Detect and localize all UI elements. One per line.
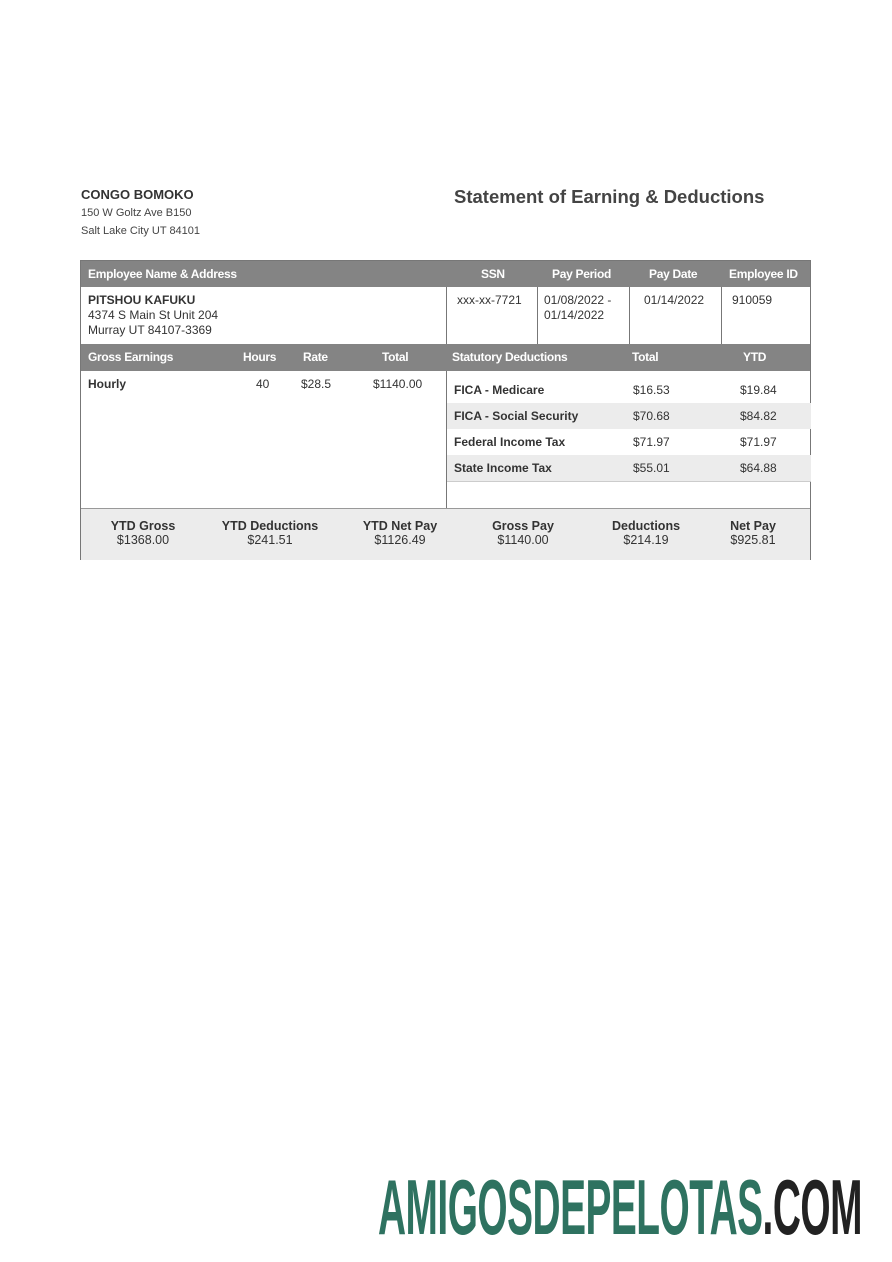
- employee-address-line1: 4374 S Main St Unit 204: [88, 308, 219, 322]
- employer-name: CONGO BOMOKO: [81, 187, 194, 202]
- header-pay-period: Pay Period: [552, 267, 612, 281]
- deduction-total: $71.97: [633, 435, 670, 449]
- summary-net-pay: Net Pay $925.81: [730, 519, 776, 547]
- header-employee-id: Employee ID: [729, 267, 798, 281]
- earnings-header-row: Gross Earnings Hours Rate Total Statutor…: [81, 344, 810, 371]
- deduction-ytd: $71.97: [740, 435, 777, 449]
- employee-id-value: 910059: [732, 293, 773, 307]
- pay-date-value: 01/14/2022: [644, 293, 705, 307]
- summary-deductions: Deductions $214.19: [611, 519, 681, 547]
- header-deduction-ytd: YTD: [743, 350, 767, 364]
- summary-gross-pay: Gross Pay $1140.00: [492, 519, 554, 547]
- deduction-ytd: $84.82: [740, 409, 777, 423]
- deduction-ytd: $19.84: [740, 383, 777, 397]
- header-deduction-total: Total: [632, 350, 659, 364]
- deduction-label: Federal Income Tax: [454, 435, 566, 449]
- deduction-total: $55.01: [633, 461, 670, 475]
- watermark-suffix: .COM: [762, 1163, 863, 1251]
- header-pay-date: Pay Date: [649, 267, 698, 281]
- employee-address-line2: Murray UT 84107-3369: [88, 323, 212, 337]
- deduction-label: FICA - Social Security: [454, 409, 579, 423]
- employer-address-line2: Salt Lake City UT 84101: [81, 225, 201, 237]
- deduction-label: FICA - Medicare: [454, 383, 545, 397]
- info-header-row: Employee Name & Address SSN Pay Period P…: [81, 261, 810, 287]
- deduction-total: $70.68: [633, 409, 670, 423]
- watermark-main: AMIGOSDEPELOTAS: [378, 1163, 763, 1251]
- header-gross-earnings: Gross Earnings: [88, 350, 174, 364]
- earning-rate: $28.5: [301, 377, 332, 391]
- deduction-ytd: $64.88: [740, 461, 777, 475]
- summary-ytd-deductions: YTD Deductions $241.51: [221, 519, 319, 547]
- summary-ytd-gross: YTD Gross $1368.00: [110, 519, 176, 547]
- pay-period-start: 01/08/2022 -: [544, 293, 612, 307]
- header-rate: Rate: [303, 350, 328, 364]
- deduction-total: $16.53: [633, 383, 670, 397]
- summary-footer: YTD Gross $1368.00 YTD Deductions $241.51 …: [81, 508, 810, 560]
- paystub-table: Employee Name & Address SSN Pay Period P…: [80, 260, 811, 560]
- header-statutory-deductions: Statutory Deductions: [452, 350, 568, 364]
- employee-name: PITSHOU KAFUKU: [88, 293, 196, 307]
- statement-title: Statement of Earning & Deductions: [454, 186, 765, 207]
- deduction-label: State Income Tax: [454, 461, 552, 475]
- earning-total: $1140.00: [373, 377, 423, 391]
- ssn-value: xxx-xx-7721: [457, 293, 522, 307]
- summary-ytd-net-pay: YTD Net Pay $1126.49: [362, 519, 438, 547]
- header-hours: Hours: [243, 350, 277, 364]
- watermark-logo: AMIGOSDEPELOTAS.COM: [378, 1168, 862, 1246]
- header-earnings-total: Total: [382, 350, 409, 364]
- earning-label: Hourly: [88, 377, 127, 391]
- employer-address-line1: 150 W Goltz Ave B150: [81, 207, 192, 219]
- pay-period-end: 01/14/2022: [544, 308, 605, 322]
- header-ssn: SSN: [481, 267, 505, 281]
- earning-hours: 40: [256, 377, 270, 391]
- header-employee: Employee Name & Address: [88, 267, 237, 281]
